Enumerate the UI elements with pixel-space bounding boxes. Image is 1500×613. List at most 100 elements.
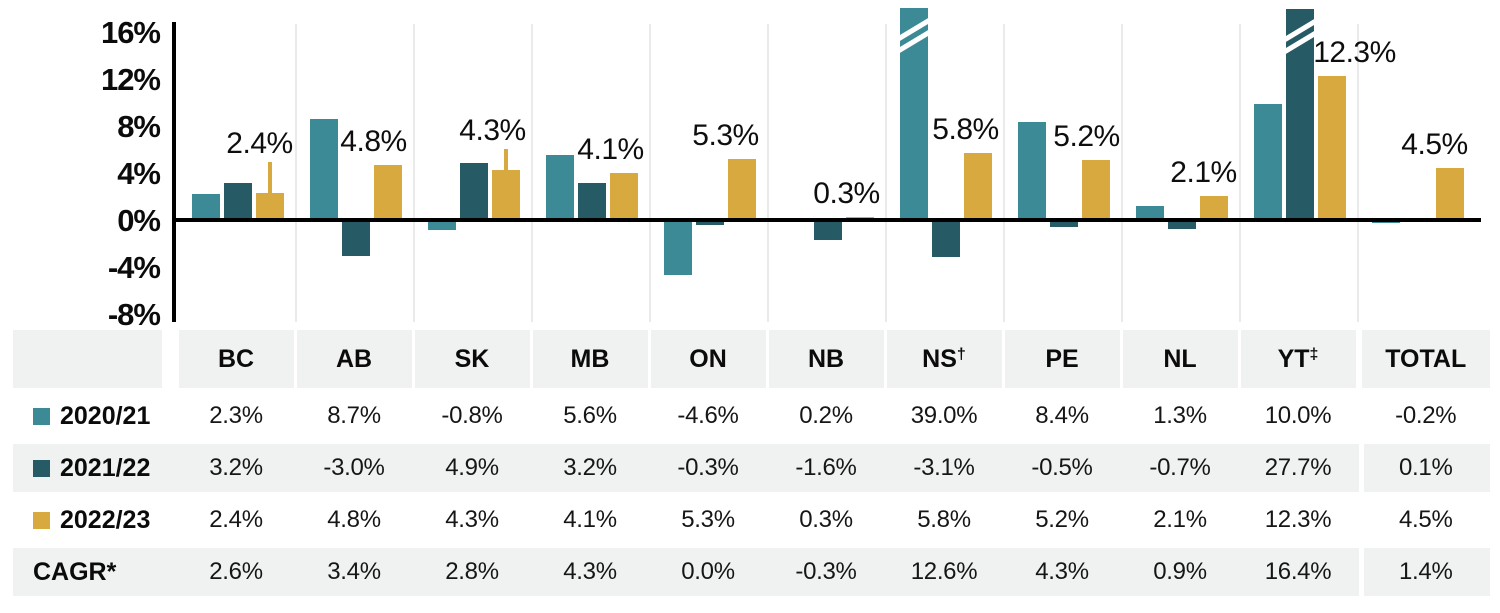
bar-value-label: 2.4% [226, 126, 293, 160]
bar-BC-2020-21 [191, 193, 220, 221]
column-header-label: PE [1045, 344, 1079, 373]
table-cell: 5.3% [681, 506, 735, 533]
column-gridline [1002, 24, 1005, 322]
table-cell: 4.8% [327, 506, 381, 533]
column-gridline [412, 24, 415, 322]
column-gridline [530, 24, 533, 322]
table-row-band [13, 444, 1359, 492]
bar-AB-2020-21 [309, 118, 338, 221]
table-cell: 12.3% [1264, 506, 1332, 533]
table-cell: 3.2% [563, 454, 617, 481]
table-cell: 3.4% [327, 558, 381, 585]
column-header-label: TOTAL [1385, 344, 1467, 373]
bar-PE-2021-22 [1049, 221, 1078, 227]
column-header-label: MB [570, 344, 610, 373]
bar-NL-2021-22 [1167, 221, 1196, 230]
table-cell: 12.6% [910, 558, 978, 585]
zero-axis-line [173, 218, 1481, 222]
column-header-label: SK [454, 344, 490, 373]
legend-swatch [33, 459, 50, 477]
bar-SK-2021-22 [459, 163, 488, 221]
table-cell: -3.0% [323, 454, 385, 481]
table-cell: 1.4% [1398, 558, 1453, 585]
column-header-NL: NL [1122, 330, 1238, 388]
table-cell: 27.7% [1264, 454, 1332, 481]
bar-NL-2022-23 [1199, 196, 1228, 221]
table-cell: 5.2% [1035, 506, 1089, 533]
bar-BC-2021-22 [223, 183, 252, 221]
bar-value-label: 12.3% [1313, 36, 1396, 70]
table-cell: 5.8% [917, 506, 971, 533]
row-label-text: 2020/21 [60, 401, 151, 430]
column-header-SK: SK [414, 330, 530, 388]
bar-value-label: 4.5% [1401, 128, 1468, 162]
bar-SK-2022-23 [491, 170, 520, 221]
table-cell: 8.7% [327, 402, 381, 429]
table-cell: -0.8% [441, 402, 503, 429]
bar-value-label: 4.1% [577, 132, 644, 166]
bar-SK-2020-21 [427, 221, 456, 231]
column-header-MB: MB [532, 330, 648, 388]
table-cell: 8.4% [1035, 402, 1089, 429]
column-header-YT: YT ‡ [1240, 330, 1356, 388]
table-cell: 4.9% [445, 454, 499, 481]
column-gridline [884, 24, 887, 322]
column-header-BC: BC [178, 330, 294, 388]
table-row-band-total [1364, 496, 1490, 544]
bar-AB-2021-22 [341, 221, 370, 257]
row-label-202122: 2021/22 [33, 444, 150, 492]
row-label-text: CAGR* [33, 557, 117, 586]
table-cell: 5.6% [563, 402, 617, 429]
column-header-ON: ON [650, 330, 766, 388]
table-cell: -0.2% [1395, 402, 1457, 429]
table-cell: -0.3% [677, 454, 739, 481]
bar-YT-2022-23 [1317, 76, 1346, 221]
table-cell: 39.0% [910, 402, 978, 429]
bar-NB-2021-22 [813, 221, 842, 240]
bar-AB-2022-23 [373, 164, 402, 221]
y-tick-label: 12% [100, 62, 161, 97]
column-header-label: YT [1277, 344, 1310, 373]
bar-ON-2022-23 [727, 158, 756, 221]
column-header-label: AB [335, 344, 373, 373]
column-gridline [1356, 24, 1359, 322]
column-gridline [1120, 24, 1123, 322]
bar-value-label: 4.8% [340, 124, 407, 158]
bar-value-label: 5.2% [1053, 119, 1120, 153]
table-cell: 4.5% [1398, 506, 1453, 533]
bar-value-label: 5.3% [692, 118, 759, 152]
bar-BC-2022-23 [255, 192, 284, 221]
y-tick-label: 0% [117, 203, 161, 238]
table-cell: 2.8% [445, 558, 499, 585]
column-header-TOTAL: TOTAL [1361, 330, 1490, 388]
table-cell: 0.9% [1153, 558, 1207, 585]
table-cell: 1.3% [1153, 402, 1207, 429]
bar-NL-2020-21 [1135, 205, 1164, 221]
table-row-band [13, 392, 1359, 440]
bar-ON-2020-21 [663, 221, 692, 276]
table-row-band [13, 548, 1359, 596]
table-cell: -0.3% [795, 558, 857, 585]
bar-ON-2021-22 [695, 221, 724, 225]
column-header-NB: NB [768, 330, 884, 388]
y-tick-label: -4% [107, 250, 161, 285]
column-gridline [294, 24, 297, 322]
table-cell: 2.1% [1153, 506, 1207, 533]
column-header-label: ON [689, 344, 727, 373]
table-cell: 0.0% [681, 558, 735, 585]
table-cell: 10.0% [1264, 402, 1332, 429]
column-header-label: NS [922, 344, 957, 373]
legend-swatch [33, 511, 50, 529]
legend-swatch [33, 407, 50, 425]
table-row-band-total [1364, 392, 1490, 440]
bar-MB-2021-22 [577, 183, 606, 221]
column-header-label: NL [1163, 344, 1197, 373]
table-cell: 2.4% [209, 506, 263, 533]
table-cell: -0.7% [1149, 454, 1211, 481]
column-gridline [648, 24, 651, 322]
label-leader-line [267, 161, 272, 193]
bar-NS-2022-23 [963, 152, 992, 221]
table-cell: 4.3% [563, 558, 617, 585]
